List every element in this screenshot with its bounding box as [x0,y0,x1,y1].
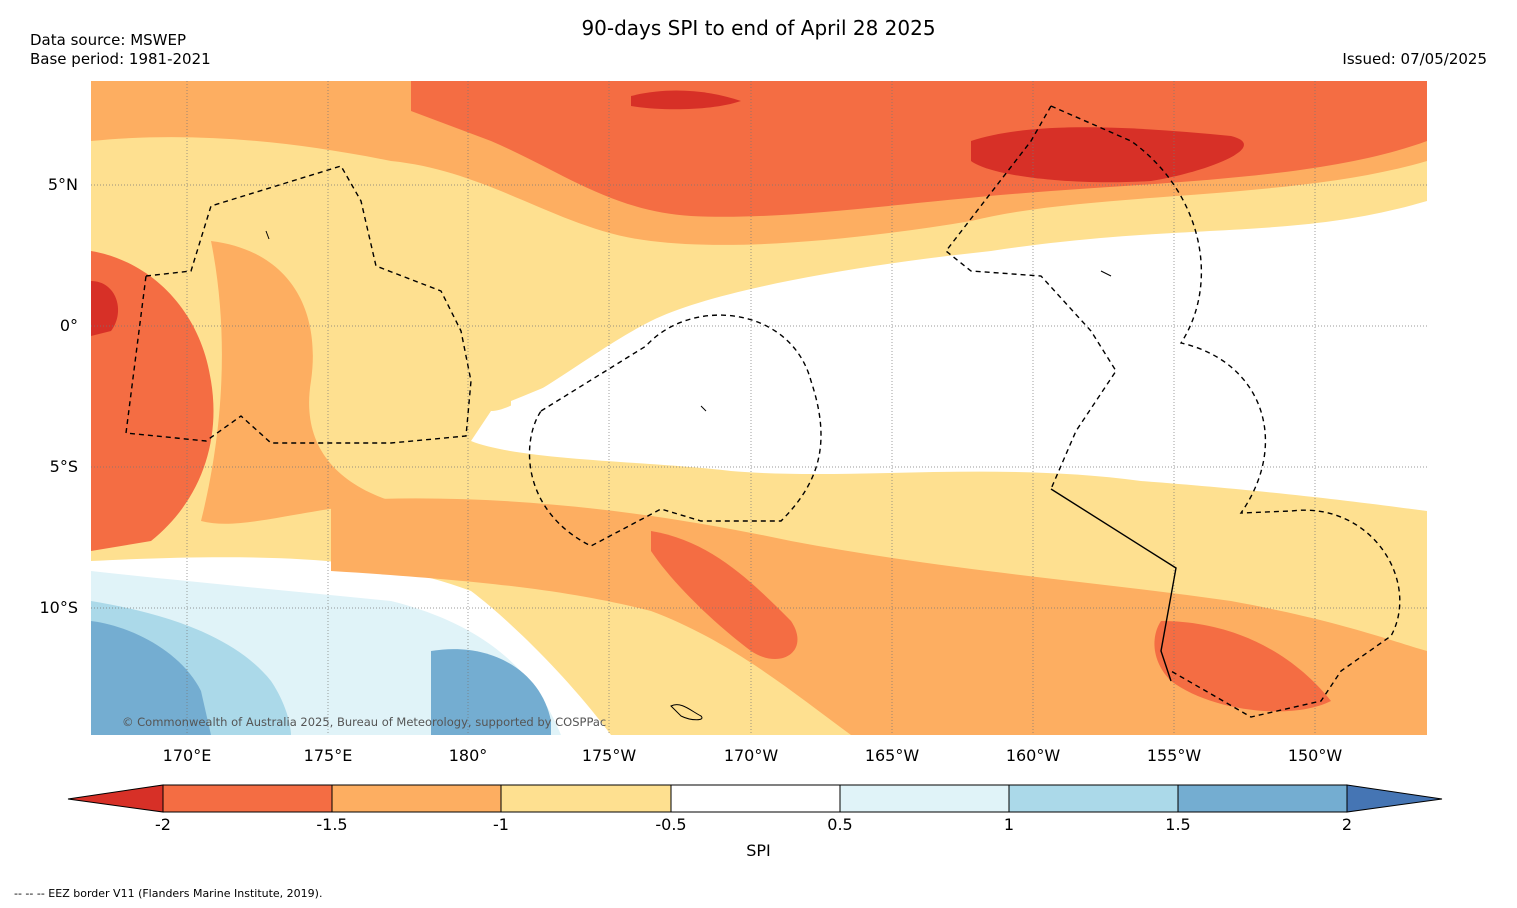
lon-label-170w: 170°W [723,746,779,765]
lon-label-150w: 150°W [1287,746,1343,765]
colorbar-tick: 1.5 [1165,815,1191,834]
lat-label-0: 0° [59,316,78,335]
copyright-notice: © Commonwealth of Australia 2025, Bureau… [122,715,607,729]
lat-label-5n: 5°N [47,175,78,194]
lon-label-175w: 175°W [581,746,637,765]
lon-label-180: 180° [448,746,488,765]
colorbar-segment-2 [331,784,502,813]
spi-map-canvas [91,81,1427,735]
lon-label-175e: 175°E [303,746,353,765]
issued-date: Issued: 07/05/2025 [1342,50,1487,68]
colorbar-tick: -0.5 [655,815,687,834]
colorbar-tick: 0.5 [827,815,853,834]
spi-region-orange-south [331,498,1427,735]
colorbar-arrow-low [67,784,164,813]
colorbar-tick: 2 [1341,815,1353,834]
colorbar-segment-7 [1177,784,1348,813]
spi-region-deeporange-southeast [1154,621,1331,712]
colorbar-tick: -1.5 [316,815,348,834]
chart-title: 90-days SPI to end of April 28 2025 [581,16,936,40]
data-source: Data source: MSWEP [30,31,187,49]
lat-label-5s: 5°S [49,457,78,476]
colorbar-tick: -1 [493,815,509,834]
eez-borders [125,105,1401,718]
lon-label-165w: 165°W [864,746,920,765]
colorbar-segment-6 [1008,784,1179,813]
spi-region-red-west [91,281,119,336]
colorbar-tick: 1 [1003,815,1015,834]
islands [265,230,1112,721]
spi-region-neutral-central [511,231,1427,486]
colorbar-tick: -2 [155,815,171,834]
colorbar-segment-4 [670,784,841,813]
spi-region-deeporange-top [411,81,1427,217]
spi-region-red-top-2 [631,90,741,110]
spi-region-orange-west [201,241,391,524]
spi-region-darkblue-sw [91,621,211,735]
eez-legend: -- -- -- EEZ border V11 (Flanders Marine… [14,887,323,900]
lat-label-10s: 10°S [39,598,78,617]
lon-label-160w: 160°W [1005,746,1061,765]
spi-region-blue-s [431,649,551,735]
lon-label-170e: 170°E [162,746,212,765]
colorbar-segment-5 [839,784,1010,813]
lon-label-155w: 155°W [1146,746,1202,765]
spi-map [91,81,1427,735]
spi-region-deeporange-south [651,531,798,660]
colorbar-arrow-high [1346,784,1443,813]
eez-border-solid [1050,488,1177,682]
base-period: Base period: 1981-2021 [30,50,211,68]
colorbar-segment-3 [500,784,672,813]
graticule [91,81,1427,735]
colorbar-label: SPI [746,841,771,860]
colorbar [67,784,1443,813]
spi-region-red-top [971,127,1244,183]
colorbar-segment-1 [162,784,333,813]
